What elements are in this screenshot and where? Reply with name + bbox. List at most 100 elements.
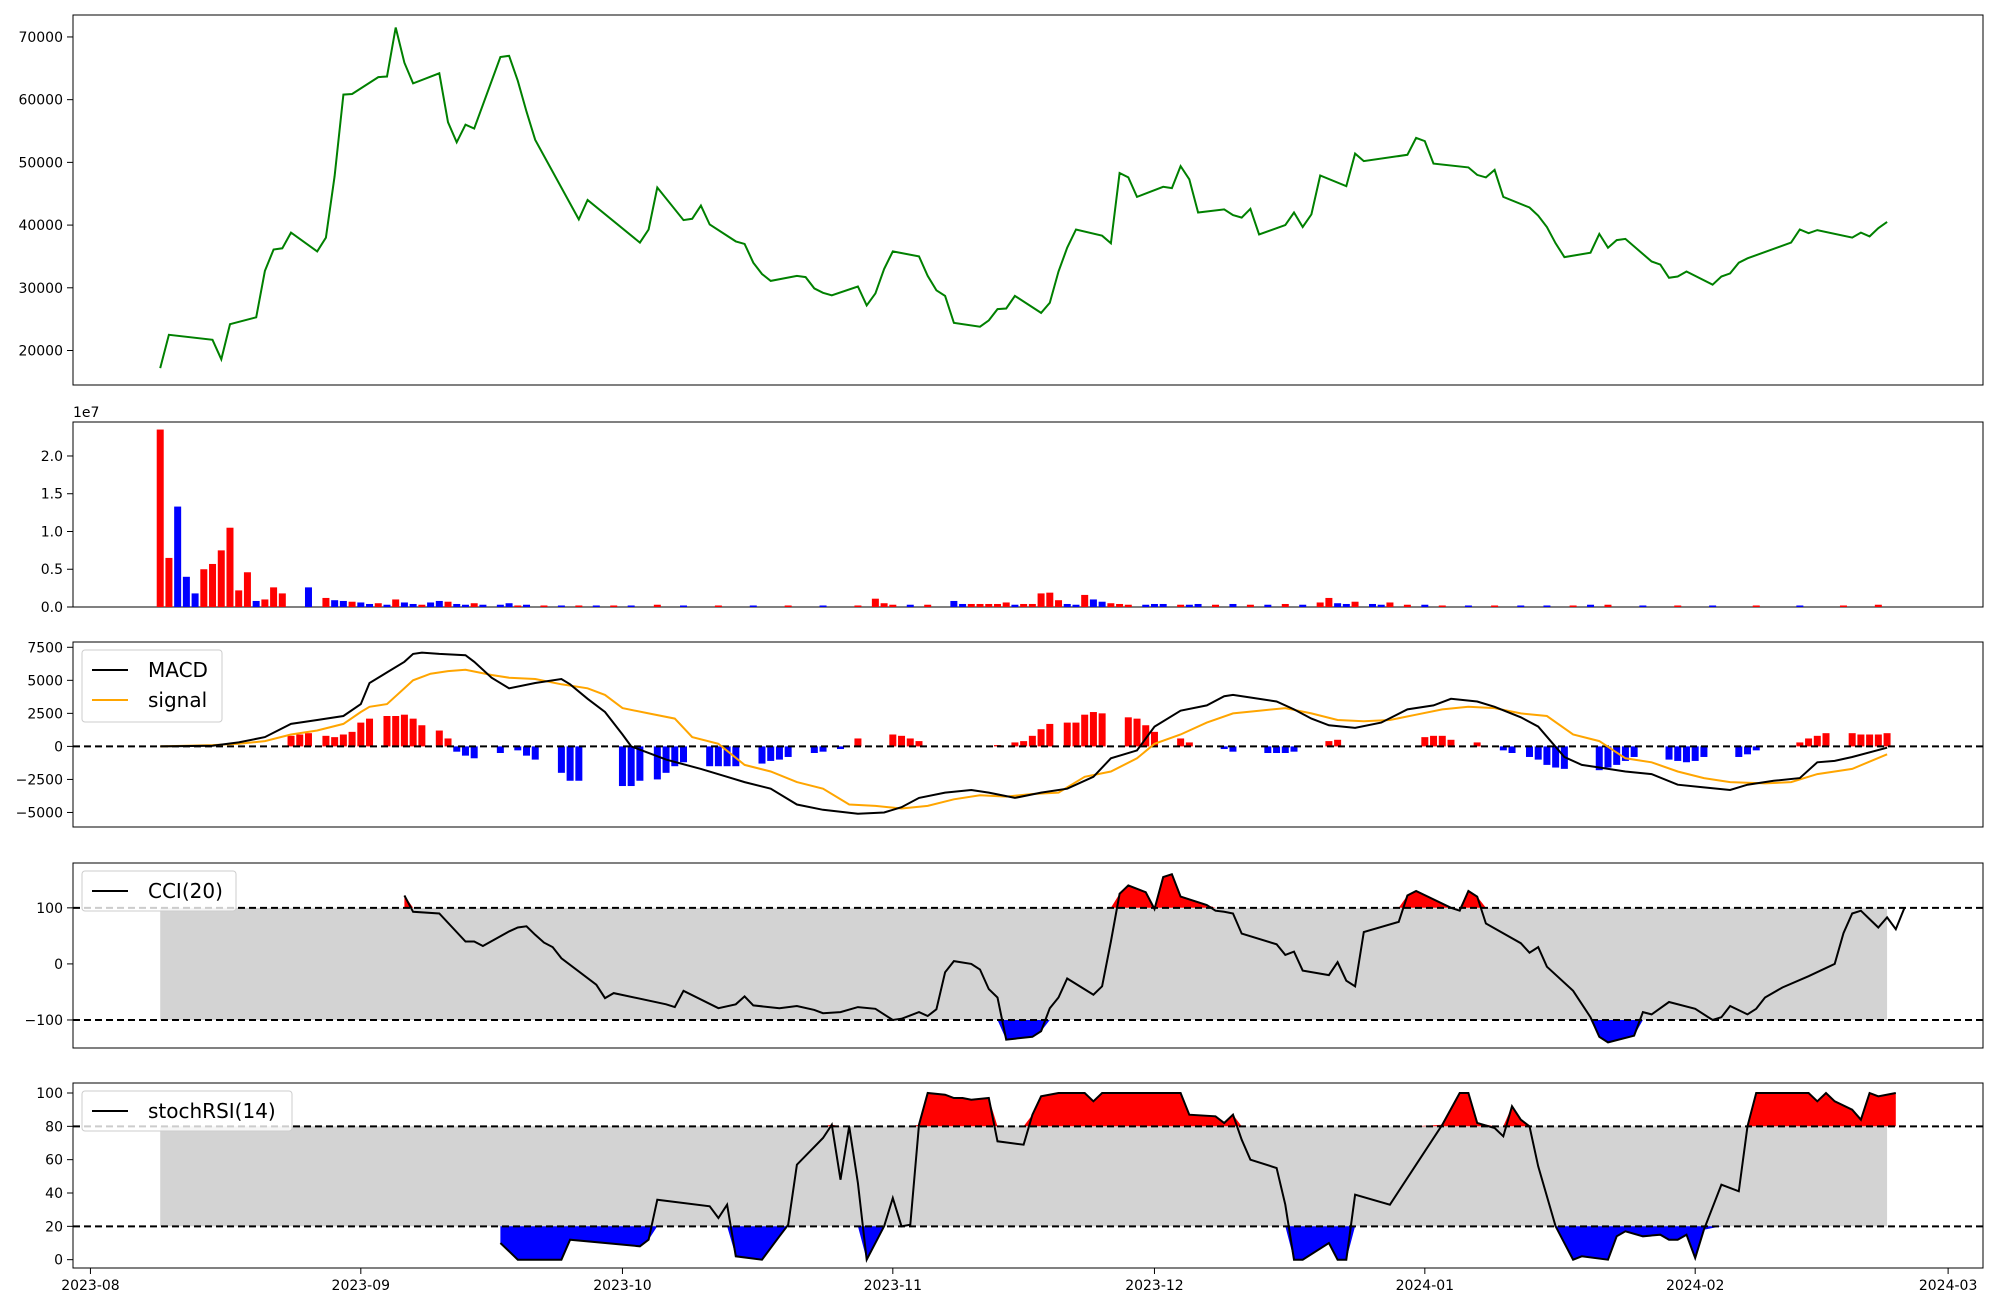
macd-y-tick-label: 7500 <box>27 640 63 656</box>
macd-legend: MACD signal <box>81 649 223 723</box>
volume-bar <box>1604 604 1612 607</box>
volume-bar <box>1386 602 1394 607</box>
macd-histogram-bar <box>383 716 391 747</box>
volume-offset-label: 1e7 <box>73 405 99 421</box>
macd-histogram-bar <box>784 746 792 757</box>
volume-bar <box>182 576 190 607</box>
volume-bar <box>749 605 757 607</box>
macd-histogram-bar <box>523 746 531 756</box>
macd-histogram-bar <box>339 734 347 747</box>
price-series <box>159 27 1888 369</box>
macd-histogram-bar <box>1883 733 1891 747</box>
stochrsi-y-tick-label: 20 <box>45 1219 63 1235</box>
volume-bar <box>1072 604 1080 607</box>
stochrsi-y-ticks: 100 80 60 40 20 0 <box>36 1086 73 1269</box>
volume-bar <box>174 506 182 607</box>
x-axis-ticks: 2023-08 2023-09 2023-10 2023-11 2023-12 2024-… <box>61 1268 1977 1294</box>
volume-bar <box>461 604 469 607</box>
macd-histogram-bar <box>566 746 574 781</box>
macd-histogram-bar <box>1037 729 1045 747</box>
volume-bar <box>1316 602 1324 607</box>
macd-histogram-bar <box>618 746 626 787</box>
volume-bar <box>680 605 688 607</box>
macd-histogram-bar <box>714 746 722 767</box>
volume-bar <box>1185 604 1193 607</box>
volume-bar <box>217 550 225 607</box>
volume-bar <box>1124 604 1132 607</box>
macd-histogram-bar <box>1281 746 1289 753</box>
volume-bar <box>348 601 356 607</box>
macd-histogram-bar <box>1421 737 1429 747</box>
cci-band <box>160 907 1888 1020</box>
volume-bar <box>1403 604 1411 607</box>
macd-histogram-bar <box>392 716 400 747</box>
macd-histogram-bar <box>1124 717 1132 747</box>
volume-bar <box>1368 603 1376 607</box>
macd-histogram-bar <box>1595 746 1603 771</box>
volume-bar <box>1334 603 1342 607</box>
stochrsi-panel: 100 80 60 40 20 0 stochRSI(14) <box>36 1082 1984 1269</box>
volume-bar <box>1264 604 1272 607</box>
volume-bar <box>1037 593 1045 607</box>
volume-bar <box>453 603 461 607</box>
macd-histogram-bar <box>1011 742 1019 747</box>
macd-histogram-bar <box>1020 741 1028 747</box>
volume-y-ticks: 0.0 0.5 1.0 1.5 2.0 <box>41 449 73 616</box>
macd-y-tick-label: 5000 <box>27 673 63 689</box>
macd-histogram-bar <box>1150 731 1158 747</box>
volume-bar <box>1150 603 1158 607</box>
volume-bar <box>985 603 993 607</box>
price-y-tick-label: 70000 <box>18 30 63 46</box>
price-y-ticks: 20000 30000 40000 50000 60000 70000 <box>18 30 73 360</box>
stochrsi-y-tick-label: 40 <box>45 1186 63 1202</box>
cci-oversold-fill <box>404 1020 1905 1043</box>
macd-histogram-bar <box>1028 735 1036 747</box>
volume-bar <box>366 603 374 607</box>
macd-histogram-bar <box>1805 738 1813 747</box>
volume-bar <box>1421 604 1429 607</box>
stochrsi-legend-label: stochRSI(14) <box>148 1099 276 1123</box>
macd-histogram-bar <box>435 730 443 747</box>
macd-histogram-bar <box>915 741 923 747</box>
volume-bar <box>906 604 914 607</box>
volume-bar <box>470 603 478 607</box>
macd-histogram-bar <box>514 746 522 751</box>
macd-histogram-bar <box>1264 746 1272 753</box>
macd-histogram-bar <box>1552 746 1560 768</box>
volume-bar <box>1098 601 1106 607</box>
volume-bar <box>331 600 339 607</box>
volume-bar <box>1246 604 1254 607</box>
macd-histogram-bar <box>1273 746 1281 753</box>
volume-bar <box>967 603 975 607</box>
volume-bar <box>1464 605 1472 607</box>
volume-bar <box>575 605 583 607</box>
stochrsi-line <box>499 1091 1896 1264</box>
volume-y-tick-label: 2.0 <box>41 449 63 465</box>
cci-panel: 100 0 −100 CCI(20) <box>25 862 1984 1049</box>
volume-bar <box>392 599 400 607</box>
macd-histogram-bar <box>1334 739 1342 747</box>
macd-y-ticks: 7500 5000 2500 0 −2500 −5000 <box>16 640 73 821</box>
volume-bar <box>1089 599 1097 607</box>
volume-bar <box>496 604 504 607</box>
volume-bar <box>235 590 243 607</box>
macd-histogram-bar <box>453 746 461 752</box>
macd-histogram-bar <box>1813 735 1821 747</box>
volume-bar <box>854 605 862 607</box>
volume-bar <box>627 605 635 607</box>
stochrsi-y-tick-label: 100 <box>36 1086 63 1102</box>
stochrsi-y-tick-label: 80 <box>45 1119 63 1135</box>
signal-legend-label: signal <box>148 688 207 712</box>
volume-bar <box>1796 605 1804 607</box>
volume-bar <box>1281 603 1289 607</box>
macd-histogram-bar <box>1089 712 1097 747</box>
macd-histogram-bar <box>836 746 844 750</box>
macd-histogram-bar <box>1848 733 1856 747</box>
volume-bar <box>523 604 531 607</box>
volume-bar <box>976 603 984 607</box>
volume-bar <box>1543 605 1551 607</box>
stochrsi-series <box>73 1091 1983 1264</box>
volume-bar <box>304 587 312 607</box>
macd-histogram-bar <box>889 734 897 747</box>
volume-y-tick-label: 1.0 <box>41 524 63 540</box>
